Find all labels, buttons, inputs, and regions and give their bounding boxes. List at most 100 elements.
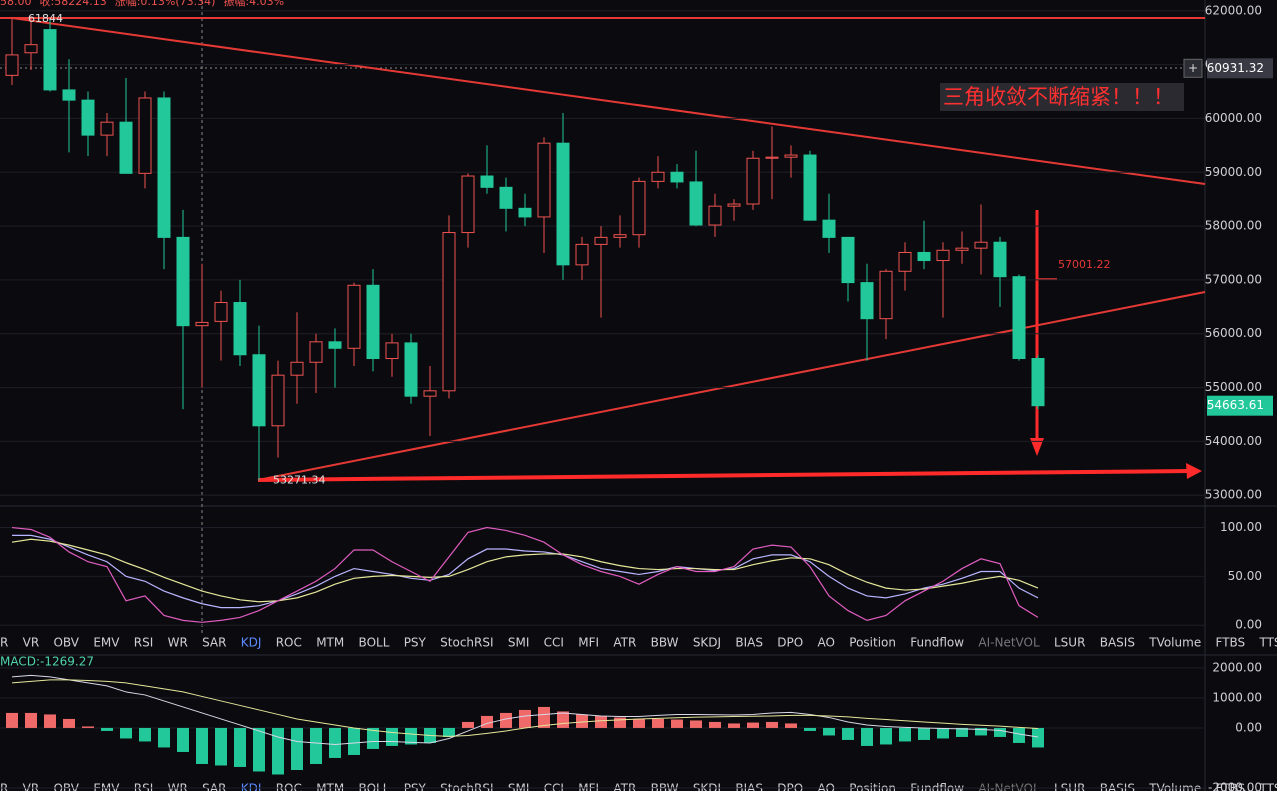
candle-body <box>518 207 532 218</box>
indicator-tab[interactable]: BIAS <box>735 636 763 650</box>
macd-bar <box>880 727 892 745</box>
indicator-tab[interactable]: BOLL <box>359 636 390 650</box>
indicator-tab[interactable]: OBV <box>53 782 79 791</box>
candle-body <box>632 180 646 236</box>
indicator-tab[interactable]: WR <box>168 782 188 791</box>
indicator-tab[interactable]: Position <box>849 782 896 791</box>
low-label: 53271.34 <box>273 474 326 487</box>
indicator-tab[interactable]: AI-NetVOL <box>978 782 1040 791</box>
macd-bar <box>652 718 664 728</box>
macd-bar <box>557 711 569 728</box>
indicator-tab[interactable]: BASIS <box>1100 636 1135 650</box>
macd-bar <box>405 727 417 745</box>
indicator-tab[interactable]: DPO <box>777 782 803 791</box>
indicator-tab[interactable]: R <box>0 782 8 791</box>
candle-body <box>366 284 380 360</box>
indicator-tab[interactable]: AO <box>818 782 835 791</box>
macd-bar <box>234 727 246 767</box>
indicator-tab[interactable]: TTSI <box>1258 782 1277 791</box>
indicator-tab[interactable]: R <box>0 636 8 650</box>
macd-bar <box>690 720 702 728</box>
indicator-tab[interactable]: ATR <box>613 636 636 650</box>
macd-bar <box>329 727 341 758</box>
candle-body <box>385 342 399 360</box>
indicator-tab[interactable]: SKDJ <box>693 636 721 650</box>
macd-bar <box>937 727 949 739</box>
indicator-tab[interactable]: CCI <box>544 636 564 650</box>
macd-bar <box>101 727 113 731</box>
indicator-tab[interactable]: BBW <box>651 636 679 650</box>
macd-bar <box>899 727 911 742</box>
indicator-tab[interactable]: FTBS <box>1216 782 1246 791</box>
indicator-tab[interactable]: RSI <box>134 782 154 791</box>
indicator-tab[interactable]: BASIS <box>1100 782 1135 791</box>
annotation-box <box>940 83 1184 111</box>
indicator-tab[interactable]: BBW <box>651 782 679 791</box>
candle-body <box>81 99 95 136</box>
indicator-tab[interactable]: KDJ <box>241 636 262 650</box>
indicator-tab[interactable]: PSY <box>404 782 427 791</box>
candle-body <box>328 341 342 349</box>
indicator-tab[interactable]: MTM <box>316 782 344 791</box>
indicator-tab[interactable]: MTM <box>316 636 344 650</box>
indicator-tab[interactable]: ROC <box>276 782 302 791</box>
candle-body <box>917 251 931 262</box>
candle-body <box>62 89 76 101</box>
indicator-tab[interactable]: Fundflow <box>910 636 964 650</box>
macd-bar <box>633 718 645 728</box>
indicator-tab[interactable]: SAR <box>202 636 226 650</box>
indicator-tab[interactable]: Position <box>849 636 896 650</box>
indicator-tab[interactable]: BIAS <box>735 782 763 791</box>
y-tick-label: 60000.00 <box>1205 111 1262 125</box>
macd-bar <box>253 727 265 772</box>
indicator-tab[interactable]: SMI <box>508 636 530 650</box>
indicator-tab[interactable]: VR <box>23 636 40 650</box>
horizontal-arrow <box>257 469 1191 482</box>
indicator-tab[interactable]: SMI <box>508 782 530 791</box>
candle-body <box>689 181 703 226</box>
indicator-tab[interactable]: RSI <box>134 636 154 650</box>
indicator-tab[interactable]: DPO <box>777 636 803 650</box>
indicator-tab[interactable]: Fundflow <box>910 782 964 791</box>
candle-body <box>176 236 190 327</box>
indicator-tab[interactable]: SKDJ <box>693 782 721 791</box>
candle-body <box>746 157 760 205</box>
indicator-tab[interactable]: AO <box>818 636 835 650</box>
indicator-tab[interactable]: StochRSI <box>440 782 493 791</box>
macd-bar <box>120 727 132 739</box>
crosshair-plus-box <box>1183 58 1203 78</box>
indicator-tab[interactable]: TVolume <box>1148 636 1201 650</box>
header-text: 振幅:4.03% <box>223 0 284 8</box>
indicator-tab[interactable]: TTSI <box>1258 636 1277 650</box>
indicator-tab[interactable]: EMV <box>93 782 120 791</box>
y-tick-label: 0.00 <box>1235 720 1262 734</box>
y-tick-label: -2000.00 <box>1208 780 1262 791</box>
indicator-tab[interactable]: KDJ <box>241 782 262 791</box>
indicator-tab[interactable]: VR <box>23 782 40 791</box>
arrow-head <box>1030 438 1044 456</box>
indicator-tab[interactable]: StochRSI <box>440 636 493 650</box>
indicator-tab[interactable]: PSY <box>404 636 427 650</box>
candle-body <box>841 236 855 284</box>
candle-body <box>24 44 38 54</box>
indicator-tab[interactable]: WR <box>168 636 188 650</box>
indicator-tab[interactable]: BOLL <box>359 782 390 791</box>
indicator-tab[interactable]: CCI <box>544 782 564 791</box>
indicator-tab[interactable]: OBV <box>53 636 79 650</box>
candle-body <box>271 374 285 427</box>
indicator-tab[interactable]: ROC <box>276 636 302 650</box>
indicator-tab[interactable]: SAR <box>202 782 226 791</box>
candle-body <box>651 171 665 182</box>
indicator-tab[interactable]: FTBS <box>1216 636 1246 650</box>
indicator-tab[interactable]: MFI <box>578 636 599 650</box>
indicator-tab[interactable]: LSUR <box>1054 782 1085 791</box>
indicator-tab[interactable]: LSUR <box>1054 636 1085 650</box>
candle-body <box>119 121 133 174</box>
indicator-tab[interactable]: AI-NetVOL <box>978 636 1040 650</box>
macd-bar <box>614 717 626 728</box>
indicator-tab[interactable]: EMV <box>93 636 120 650</box>
indicator-tab[interactable]: ATR <box>613 782 636 791</box>
indicator-tab[interactable]: MFI <box>578 782 599 791</box>
indicator-tab[interactable]: TVolume <box>1148 782 1201 791</box>
